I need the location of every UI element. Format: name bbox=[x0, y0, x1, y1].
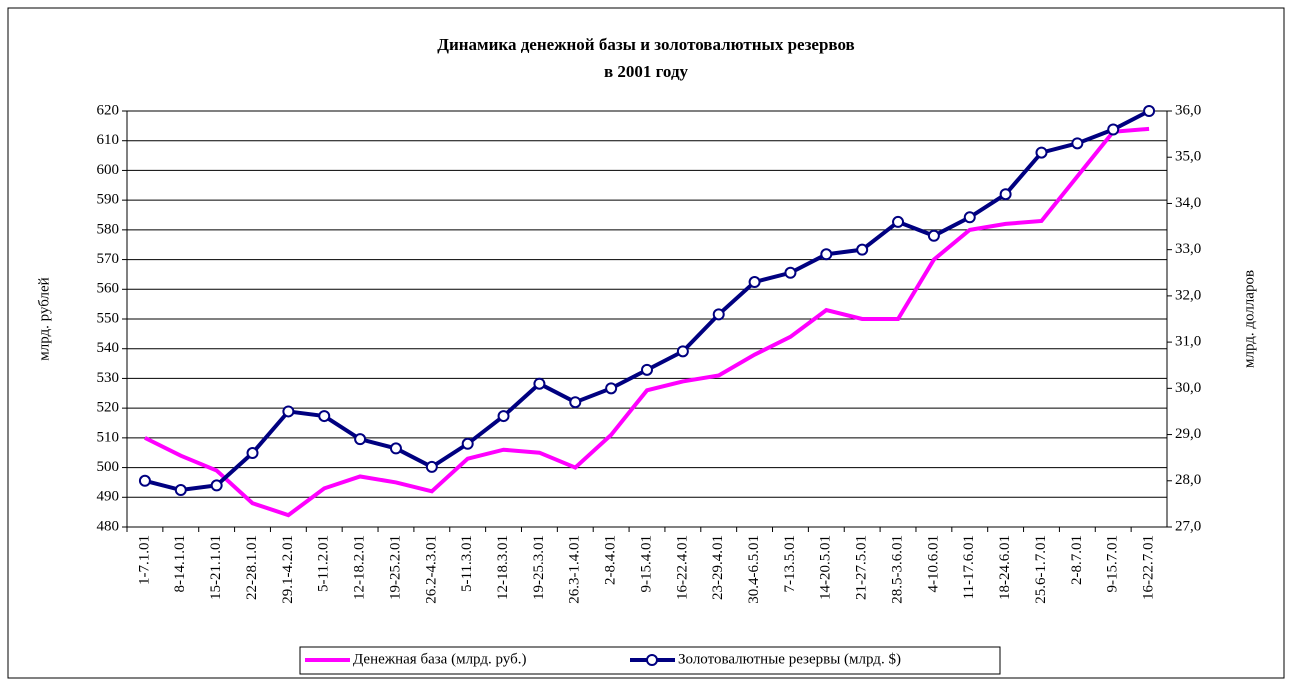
y-tick-label: 540 bbox=[97, 340, 120, 356]
y2-axis-label: млрд. долларов bbox=[1241, 270, 1257, 368]
point-marker bbox=[1035, 146, 1048, 159]
y2-tick-label: 33,0 bbox=[1175, 241, 1201, 257]
x-tick-label: 22-28.1.01 bbox=[244, 535, 260, 600]
y-tick-label: 570 bbox=[97, 251, 120, 267]
legend-marker bbox=[646, 654, 658, 666]
y-tick-label: 500 bbox=[97, 459, 120, 475]
point-marker bbox=[533, 377, 546, 390]
x-tick-label: 19-25.2.01 bbox=[387, 535, 403, 600]
series-line bbox=[144, 126, 1150, 518]
x-tick-label: 5-11.3.01 bbox=[459, 535, 475, 592]
x-tick-label: 28.5-3.6.01 bbox=[889, 535, 905, 604]
y2-tick-label: 30,0 bbox=[1175, 380, 1201, 396]
y-tick-label: 510 bbox=[97, 429, 120, 445]
y-tick-label: 590 bbox=[97, 192, 120, 208]
x-tick-label: 25.6-1.7.01 bbox=[1033, 535, 1049, 604]
x-tick-label: 12-18.3.01 bbox=[495, 535, 511, 600]
y-tick-label: 550 bbox=[97, 310, 120, 326]
point-marker bbox=[210, 479, 223, 492]
point-marker bbox=[1143, 105, 1156, 117]
point-marker bbox=[497, 410, 510, 423]
y2-tick-label: 28,0 bbox=[1175, 472, 1201, 488]
plot-area bbox=[126, 110, 1168, 528]
y2-tick-label: 27,0 bbox=[1175, 518, 1201, 534]
y2-tick-label: 31,0 bbox=[1175, 334, 1201, 350]
y2-tick-label: 35,0 bbox=[1175, 149, 1201, 165]
x-tick-label: 18-24.6.01 bbox=[997, 535, 1013, 600]
y-tick-label: 580 bbox=[97, 221, 120, 237]
point-marker bbox=[318, 410, 331, 423]
point-marker bbox=[246, 447, 259, 460]
x-tick-label: 23-29.4.01 bbox=[710, 535, 726, 600]
point-marker bbox=[174, 484, 187, 497]
x-tick-label: 15-21.1.01 bbox=[208, 535, 224, 600]
chart-title: в 2001 году bbox=[604, 62, 689, 81]
point-marker bbox=[425, 460, 438, 473]
legend-label: Денежная база (млрд. руб.) bbox=[353, 651, 526, 667]
point-marker bbox=[354, 433, 367, 446]
point-marker bbox=[1071, 137, 1084, 150]
x-tick-label: 7-13.5.01 bbox=[782, 535, 798, 593]
x-tick-label: 30.4-6.5.01 bbox=[746, 535, 762, 604]
point-marker bbox=[784, 266, 797, 279]
x-tick-label: 9-15.4.01 bbox=[638, 535, 654, 593]
y2-tick-label: 29,0 bbox=[1175, 426, 1201, 442]
y-tick-label: 520 bbox=[97, 400, 120, 416]
x-tick-label: 5-11.2.01 bbox=[316, 535, 332, 592]
point-marker bbox=[1107, 123, 1120, 136]
point-marker bbox=[748, 276, 761, 289]
x-tick-label: 16-22.7.01 bbox=[1141, 535, 1157, 600]
chart-title: Динамика денежной базы и золотовалютных … bbox=[437, 35, 854, 54]
point-marker bbox=[389, 442, 402, 455]
x-tick-label: 29.1-4.2.01 bbox=[280, 535, 296, 604]
x-tick-label: 19-25.3.01 bbox=[531, 535, 547, 600]
point-marker bbox=[282, 405, 295, 418]
chart-border bbox=[7, 7, 1285, 679]
point-marker bbox=[569, 396, 582, 409]
y-tick-label: 530 bbox=[97, 370, 120, 386]
x-tick-label: 2-8.4.01 bbox=[603, 535, 619, 585]
x-tick-label: 26.2-4.3.01 bbox=[423, 535, 439, 604]
y-tick-label: 490 bbox=[97, 489, 120, 505]
point-marker bbox=[605, 382, 618, 395]
x-tick-label: 14-20.5.01 bbox=[818, 535, 834, 600]
x-tick-label: 4-10.6.01 bbox=[925, 535, 941, 593]
y-tick-label: 610 bbox=[97, 132, 120, 148]
point-marker bbox=[138, 474, 151, 487]
x-tick-label: 11-17.6.01 bbox=[961, 535, 977, 599]
y2-tick-label: 36,0 bbox=[1175, 102, 1201, 118]
y-tick-label: 620 bbox=[97, 102, 120, 118]
point-marker bbox=[856, 243, 869, 256]
x-tick-label: 9-15.7.01 bbox=[1105, 535, 1121, 593]
y-axis-label: млрд. рублей bbox=[36, 277, 52, 360]
y2-tick-label: 34,0 bbox=[1175, 195, 1201, 211]
x-tick-label: 1-7.1.01 bbox=[136, 535, 152, 585]
legend-label: Золотовалютные резервы (млрд. $) bbox=[678, 651, 901, 667]
point-marker bbox=[676, 345, 689, 358]
y-tick-label: 600 bbox=[97, 162, 120, 178]
y2-tick-label: 32,0 bbox=[1175, 287, 1201, 303]
x-tick-label: 2-8.7.01 bbox=[1069, 535, 1085, 585]
point-marker bbox=[712, 308, 725, 321]
point-marker bbox=[461, 437, 474, 450]
point-marker bbox=[892, 215, 905, 228]
x-tick-label: 26.3-1.4.01 bbox=[567, 535, 583, 604]
point-marker bbox=[963, 211, 976, 224]
x-tick-label: 21-27.5.01 bbox=[854, 535, 870, 600]
point-marker bbox=[641, 363, 653, 376]
x-tick-label: 16-22.4.01 bbox=[674, 535, 690, 600]
x-tick-label: 12-18.2.01 bbox=[352, 535, 368, 600]
point-marker bbox=[820, 248, 833, 261]
y-tick-label: 560 bbox=[97, 281, 120, 297]
y-tick-label: 480 bbox=[97, 518, 120, 534]
point-marker bbox=[927, 229, 940, 242]
point-marker bbox=[999, 188, 1012, 201]
x-tick-label: 8-14.1.01 bbox=[172, 535, 188, 593]
